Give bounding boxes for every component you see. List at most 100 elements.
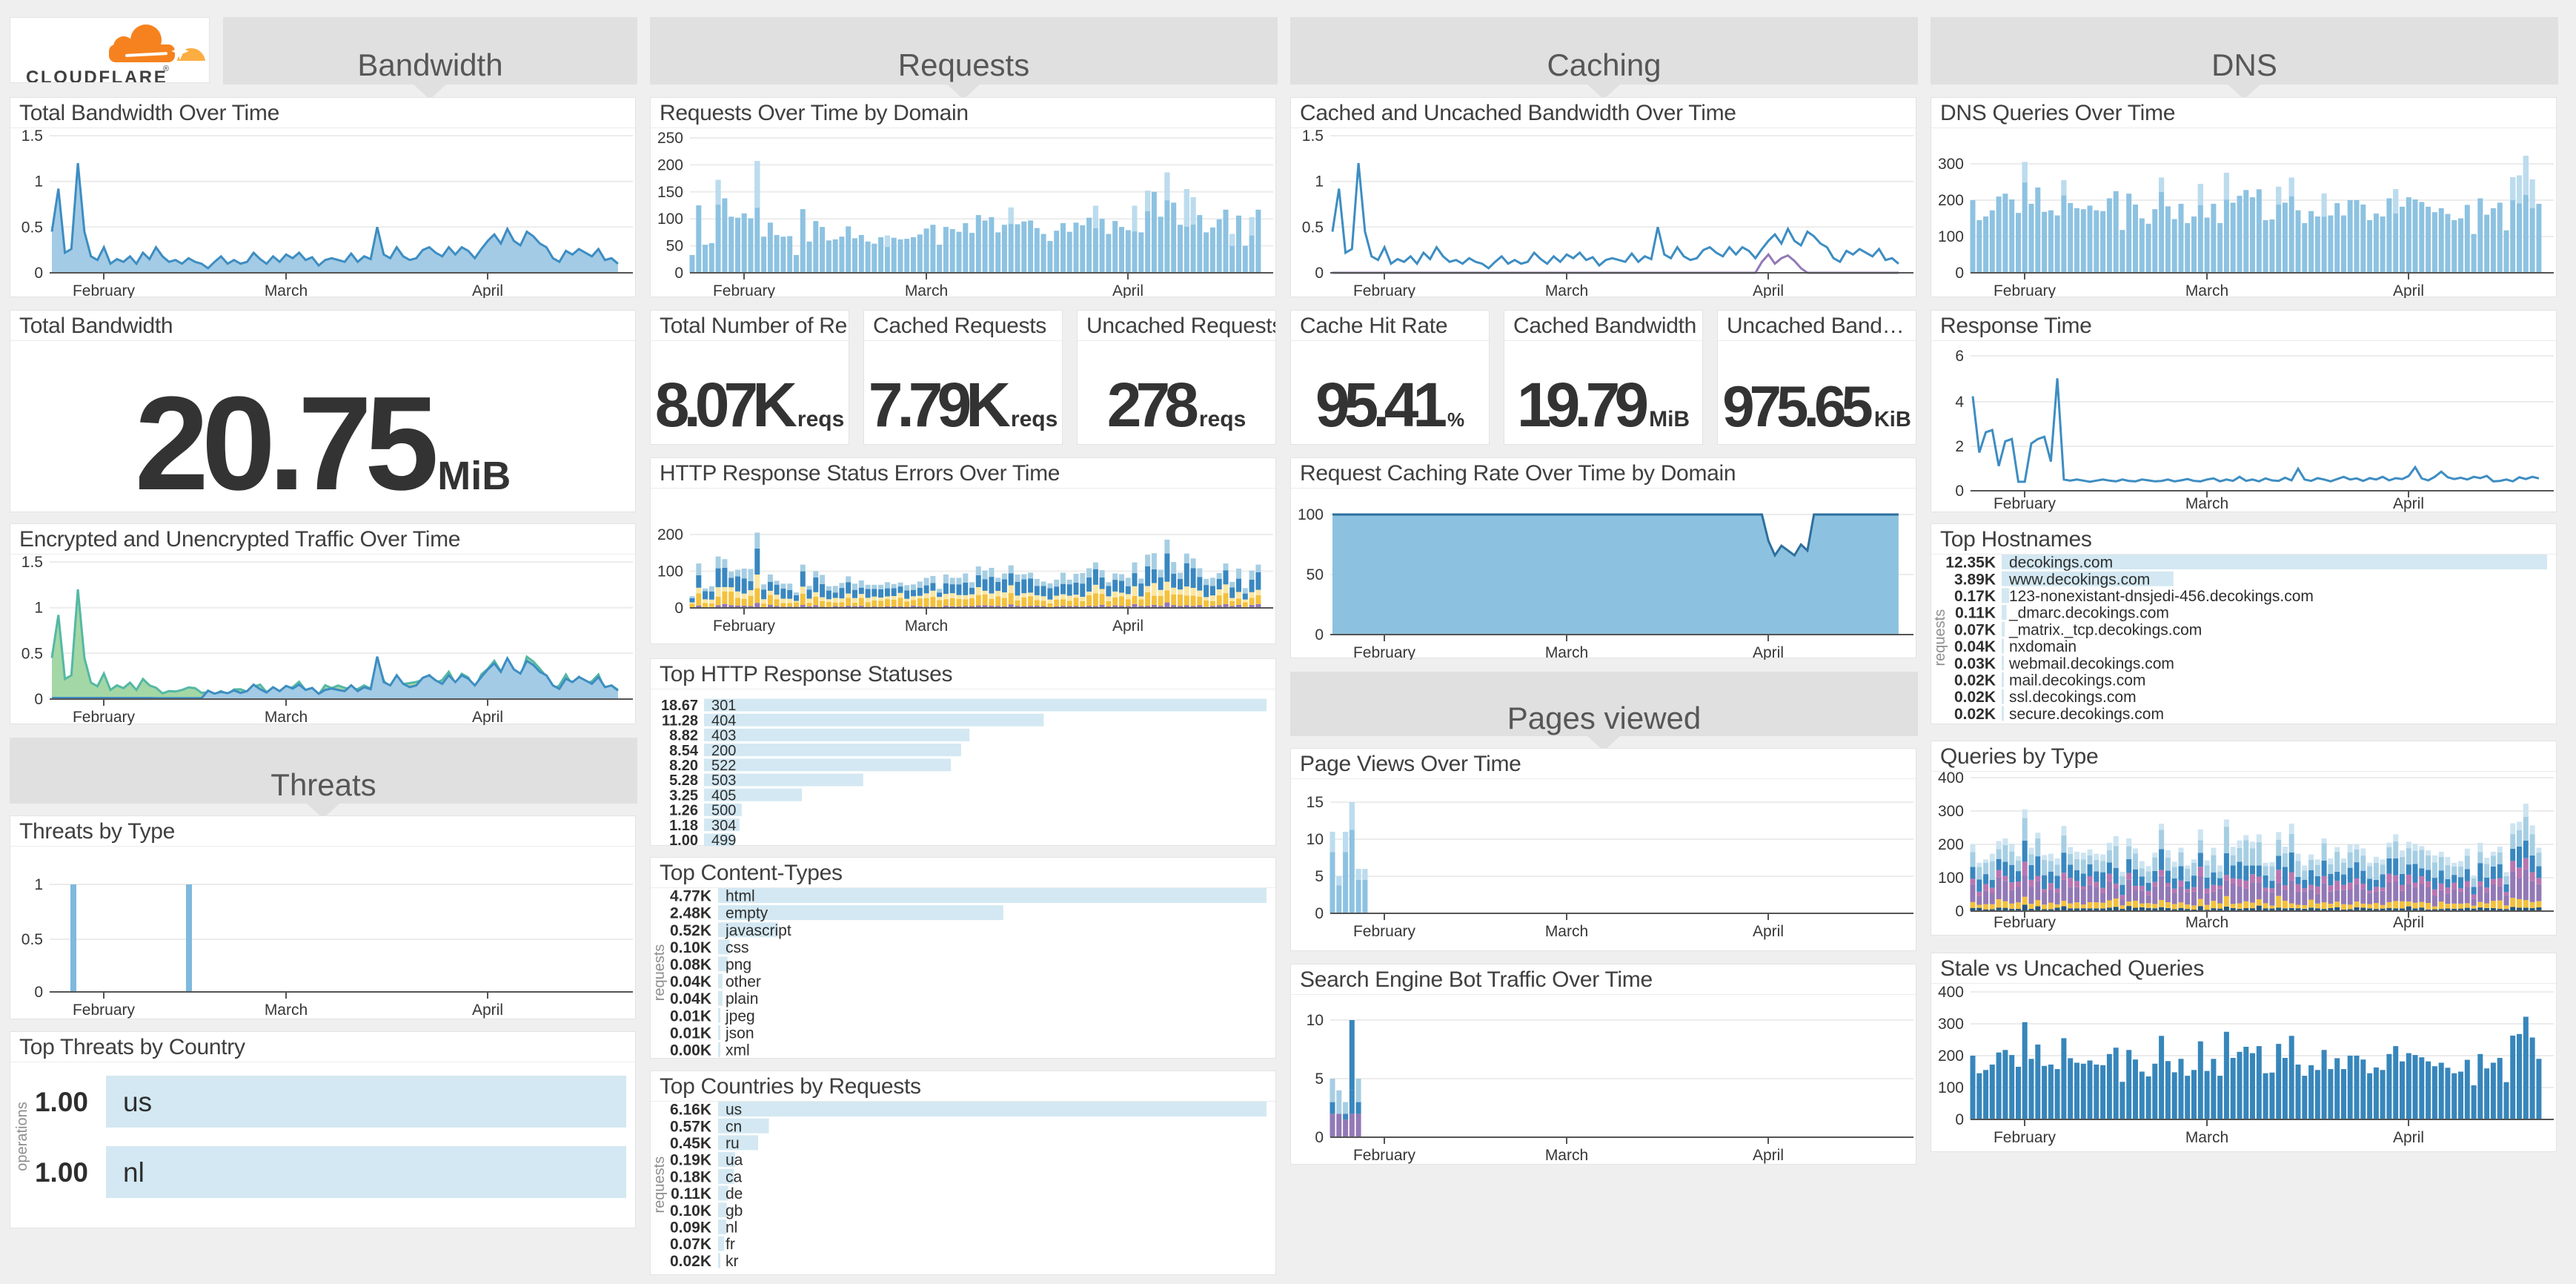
svg-text:300: 300 <box>1938 156 1964 173</box>
svg-text:February: February <box>1994 914 2057 931</box>
svg-text:0: 0 <box>34 984 43 1001</box>
svg-text:10: 10 <box>1307 831 1324 848</box>
svg-text:18.67: 18.67 <box>661 698 698 714</box>
svg-text:403: 403 <box>711 728 736 744</box>
svg-text:0.07K: 0.07K <box>670 1236 711 1253</box>
svg-text:0.04K: 0.04K <box>1954 638 1996 655</box>
svg-text:0.18K: 0.18K <box>670 1168 711 1185</box>
svg-text:100: 100 <box>1938 228 1964 245</box>
svg-text:400: 400 <box>1938 772 1964 787</box>
svg-text:nl: nl <box>123 1157 145 1188</box>
svg-text:0.5: 0.5 <box>21 931 43 948</box>
svg-text:0.19K: 0.19K <box>670 1152 711 1169</box>
svg-text:123-nonexistant-dnsjedi-456.de: 123-nonexistant-dnsjedi-456.decokings.co… <box>2009 588 2314 605</box>
svg-text:0.01K: 0.01K <box>670 1025 711 1042</box>
svg-text:5.28: 5.28 <box>669 772 698 789</box>
svg-text:February: February <box>1353 282 1416 298</box>
svg-text:400: 400 <box>1938 984 1964 1001</box>
svg-text:April: April <box>472 282 503 298</box>
svg-text:5: 5 <box>1315 1070 1324 1088</box>
svg-text:1.00: 1.00 <box>669 833 698 847</box>
svg-text:February: February <box>73 1002 136 1019</box>
svg-text:requests: requests <box>651 1156 668 1214</box>
svg-text:0.04K: 0.04K <box>670 990 711 1007</box>
svg-text:0.02K: 0.02K <box>1954 672 1996 689</box>
svg-text:0: 0 <box>1955 903 1964 920</box>
svg-text:300: 300 <box>1938 803 1964 820</box>
svg-text:March: March <box>265 709 308 725</box>
svg-text:gb: gb <box>726 1202 743 1220</box>
svg-text:6: 6 <box>1955 348 1964 365</box>
svg-text:March: March <box>265 1002 308 1019</box>
svg-text:150: 150 <box>657 184 683 201</box>
svg-text:decokings.com: decokings.com <box>2009 555 2113 572</box>
svg-text:0.10K: 0.10K <box>670 939 711 956</box>
svg-text:8.54: 8.54 <box>669 743 699 759</box>
svg-text:mail.decokings.com: mail.decokings.com <box>2009 672 2145 689</box>
svg-text:February: February <box>73 709 136 725</box>
svg-text:February: February <box>713 618 776 635</box>
svg-text:250: 250 <box>657 130 683 147</box>
svg-text:April: April <box>1753 644 1784 660</box>
svg-text:February: February <box>1994 282 2057 298</box>
svg-text:0.11K: 0.11K <box>1955 605 1996 622</box>
svg-text:_matrix._tcp.decokings.com: _matrix._tcp.decokings.com <box>2008 621 2202 638</box>
svg-text:500: 500 <box>711 803 736 819</box>
svg-text:0.08K: 0.08K <box>670 956 711 973</box>
svg-text:plain: plain <box>726 990 758 1007</box>
svg-text:April: April <box>1753 282 1784 298</box>
svg-text:March: March <box>2185 495 2228 512</box>
svg-text:February: February <box>1994 1129 2057 1146</box>
svg-text:February: February <box>713 282 776 298</box>
svg-text:javascript: javascript <box>725 922 791 939</box>
svg-text:6.16K: 6.16K <box>670 1102 711 1119</box>
svg-text:0: 0 <box>1955 1111 1964 1128</box>
svg-text:200: 200 <box>657 156 683 173</box>
svg-text:100: 100 <box>1938 1079 1964 1096</box>
svg-text:0: 0 <box>1315 265 1324 282</box>
svg-text:1: 1 <box>34 600 43 617</box>
svg-text:ssl.decokings.com: ssl.decokings.com <box>2009 689 2137 706</box>
svg-text:1.00: 1.00 <box>35 1087 88 1117</box>
svg-text:0.17K: 0.17K <box>1954 588 1996 605</box>
svg-text:ua: ua <box>726 1152 743 1169</box>
svg-text:1.5: 1.5 <box>1302 128 1324 145</box>
svg-text:February: February <box>1353 1147 1416 1164</box>
svg-text:_dmarc.decokings.com: _dmarc.decokings.com <box>2008 605 2169 622</box>
svg-text:300: 300 <box>1938 1016 1964 1033</box>
svg-text:April: April <box>2393 1129 2424 1146</box>
svg-text:0: 0 <box>1315 1129 1324 1146</box>
svg-text:empty: empty <box>726 905 769 922</box>
svg-text:cn: cn <box>726 1118 742 1135</box>
svg-text:304: 304 <box>711 818 736 834</box>
svg-text:4: 4 <box>1955 394 1964 411</box>
svg-text:us: us <box>726 1102 742 1119</box>
svg-text:1: 1 <box>34 876 43 893</box>
svg-text:ru: ru <box>726 1135 740 1152</box>
svg-text:requests: requests <box>651 944 668 1002</box>
svg-text:0: 0 <box>1315 905 1324 922</box>
svg-text:200: 200 <box>711 743 736 759</box>
svg-text:0.02K: 0.02K <box>1954 689 1996 706</box>
svg-text:0: 0 <box>674 600 683 617</box>
svg-text:March: March <box>2185 1129 2228 1146</box>
svg-text:webmail.decokings.com: webmail.decokings.com <box>2008 655 2174 672</box>
svg-text:March: March <box>2185 914 2228 931</box>
svg-text:nxdomain: nxdomain <box>2009 638 2077 655</box>
svg-text:April: April <box>1753 923 1784 940</box>
svg-text:json: json <box>725 1025 754 1042</box>
svg-text:March: March <box>1545 1147 1588 1164</box>
svg-text:jpeg: jpeg <box>725 1007 755 1025</box>
svg-text:5: 5 <box>1315 868 1324 885</box>
svg-text:February: February <box>1353 644 1416 660</box>
svg-text:4.77K: 4.77K <box>670 888 711 905</box>
svg-text:0.02K: 0.02K <box>670 1253 711 1270</box>
svg-text:April: April <box>472 709 503 725</box>
svg-text:0.5: 0.5 <box>21 645 43 662</box>
svg-text:200: 200 <box>1938 1048 1964 1065</box>
svg-text:0.00K: 0.00K <box>670 1042 711 1059</box>
svg-text:March: March <box>1545 923 1588 940</box>
svg-text:0.45K: 0.45K <box>670 1135 711 1152</box>
svg-text:CLOUDFLARE: CLOUDFLARE <box>26 67 167 82</box>
svg-text:0.11K: 0.11K <box>671 1185 711 1202</box>
